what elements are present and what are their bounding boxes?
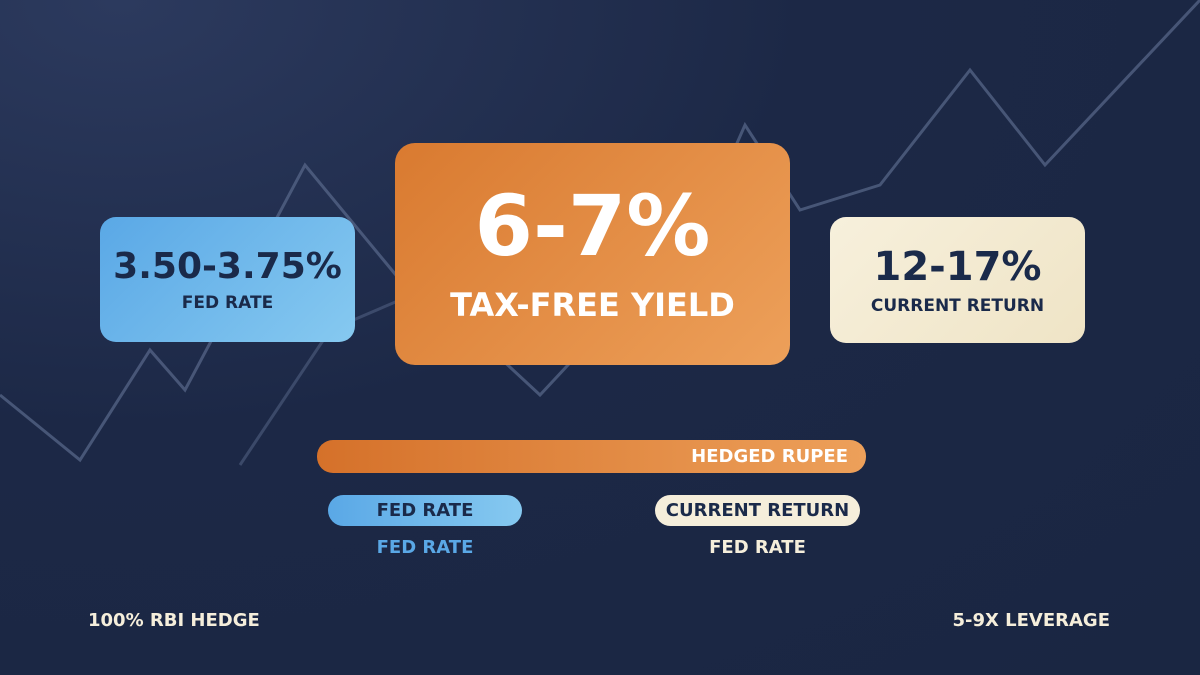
card-value: 3.50-3.75% — [113, 246, 342, 287]
pill: CURRENT RETURN — [655, 495, 860, 526]
card-fed: 3.50-3.75% FED RATE — [100, 217, 355, 342]
card-label: CURRENT RETURN — [870, 296, 1045, 316]
card-label: FED RATE — [181, 293, 274, 313]
pill-caption: FED RATE — [376, 537, 474, 558]
card-value: 6-7% — [474, 177, 711, 275]
footer-right: 5-9X LEVERAGE — [952, 610, 1110, 631]
pill-caption: FED RATE — [709, 537, 806, 558]
main-bar: HEDGED RUPEE — [317, 440, 866, 473]
card-return: 12-17% CURRENT RETURN — [830, 217, 1085, 343]
pill: FED RATE — [328, 495, 522, 526]
card-yield: 6-7% TAX-FREE YIELD — [395, 143, 790, 365]
card-value: 12-17% — [873, 244, 1042, 290]
footer-left: 100% RBI HEDGE — [88, 610, 260, 631]
card-label: TAX-FREE YIELD — [450, 286, 735, 324]
